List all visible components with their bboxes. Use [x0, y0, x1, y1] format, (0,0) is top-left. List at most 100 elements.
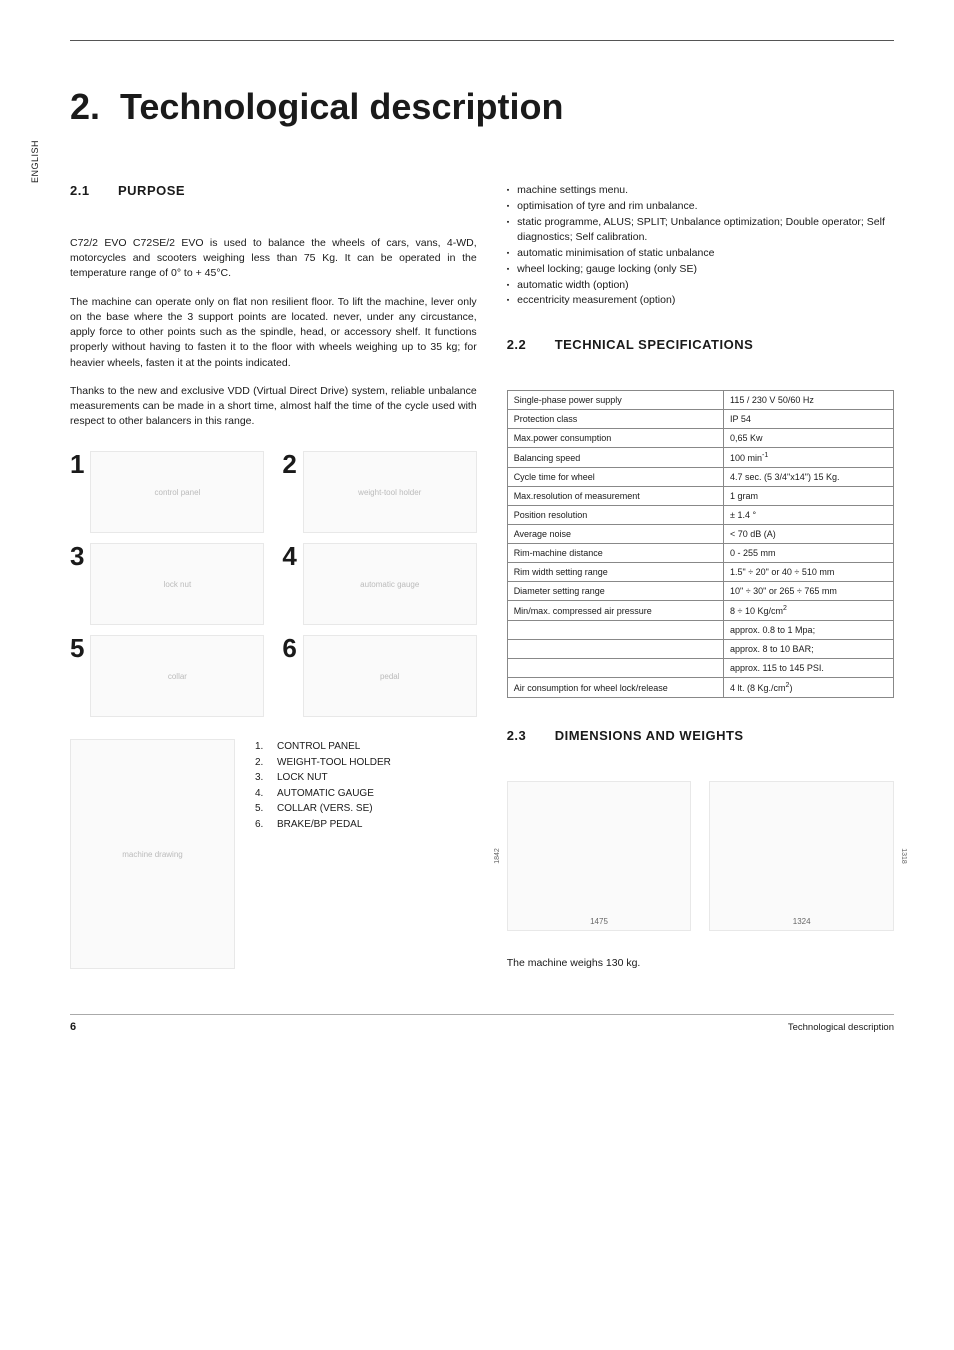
spec-key: Cycle time for wheel	[507, 468, 723, 487]
spec-key: Diameter setting range	[507, 582, 723, 601]
top-rule	[70, 40, 894, 41]
section-2-1-num: 2.1	[70, 183, 98, 198]
chapter-heading: 2. Technological description	[70, 86, 894, 128]
legend-1-n: 1.	[255, 739, 269, 755]
spec-val: 115 / 230 V 50/60 Hz	[724, 391, 894, 410]
spec-row: Average noise< 70 dB (A)	[507, 525, 893, 544]
bullet-6: automatic width (option)	[507, 278, 894, 294]
spec-row: Min/max. compressed air pressure8 ÷ 10 K…	[507, 601, 893, 621]
bullet-4: automatic minimisation of static unbalan…	[507, 246, 894, 262]
section-2-1-head: 2.1 PURPOSE	[70, 183, 477, 198]
legend-item-4: 4. AUTOMATIC GAUGE	[255, 786, 391, 802]
bullet-3-text: static programme, ALUS; SPLIT; Unbalance…	[517, 215, 894, 247]
spec-key: Single-phase power supply	[507, 391, 723, 410]
spec-row: Cycle time for wheel4.7 sec. (5 3/4"x14"…	[507, 468, 893, 487]
bullet-4-text: automatic minimisation of static unbalan…	[517, 246, 714, 262]
section-2-2-title: TECHNICAL SPECIFICATIONS	[555, 337, 754, 352]
spec-val: 4.7 sec. (5 3/4"x14") 15 Kg.	[724, 468, 894, 487]
chapter-number: 2.	[70, 86, 100, 127]
spec-key: Max.resolution of measurement	[507, 487, 723, 506]
dim-side-h: 1318	[900, 848, 907, 864]
machine-row: machine drawing 1. CONTROL PANEL 2.WEIGHT…	[70, 739, 477, 969]
section-2-3-title: DIMENSIONS AND WEIGHTS	[555, 728, 744, 743]
figure-4-num: 4	[282, 543, 296, 569]
language-tab: ENGLISH	[30, 140, 40, 183]
spec-row: Air consumption for wheel lock/release4 …	[507, 678, 893, 698]
spec-row: Protection classIP 54	[507, 410, 893, 429]
bullet-1-text: machine settings menu.	[517, 183, 628, 199]
footer-label: Technological description	[788, 1022, 894, 1033]
legend-5-t: COLLAR (VERS. SE)	[277, 801, 373, 817]
figure-1-num: 1	[70, 451, 84, 477]
section-2-2-head: 2.2 TECHNICAL SPECIFICATIONS	[507, 337, 894, 352]
bullet-6-text: automatic width (option)	[517, 278, 628, 294]
legend-2-t: WEIGHT-TOOL HOLDER	[277, 755, 391, 771]
spec-key: Rim width setting range	[507, 563, 723, 582]
legend-5-n: 5.	[255, 801, 269, 817]
figure-4: 4 automatic gauge	[282, 543, 476, 625]
spec-key: Balancing speed	[507, 448, 723, 468]
spec-row: Diameter setting range10" ÷ 30" or 265 ÷…	[507, 582, 893, 601]
feature-bullets: machine settings menu. optimisation of t…	[507, 183, 894, 309]
spec-key: Average noise	[507, 525, 723, 544]
bullet-5-text: wheel locking; gauge locking (only SE)	[517, 262, 697, 278]
bullet-5: wheel locking; gauge locking (only SE)	[507, 262, 894, 278]
spec-val: approx. 115 to 145 PSI.	[724, 659, 894, 678]
spec-val: 0,65 Kw	[724, 429, 894, 448]
spec-row: Balancing speed100 min-1	[507, 448, 893, 468]
dimensions-row: 1842 1475 1318 1324	[507, 781, 894, 931]
machine-illustration: machine drawing	[70, 739, 235, 969]
bullet-1: machine settings menu.	[507, 183, 894, 199]
spec-row: Rim-machine distance0 - 255 mm	[507, 544, 893, 563]
spec-val: approx. 0.8 to 1 Mpa;	[724, 621, 894, 640]
figure-3-img: lock nut	[90, 543, 264, 625]
spec-key: Air consumption for wheel lock/release	[507, 678, 723, 698]
legend-6-t: BRAKE/BP PEDAL	[277, 817, 362, 833]
figure-1: 1 control panel	[70, 451, 264, 533]
dim-side-view: 1318 1324	[709, 781, 894, 931]
spec-key: Position resolution	[507, 506, 723, 525]
bullet-7-text: eccentricity measurement (option)	[517, 293, 675, 309]
legend-4-n: 4.	[255, 786, 269, 802]
spec-val: 1.5" ÷ 20" or 40 ÷ 510 mm	[724, 563, 894, 582]
figure-6-img: pedal	[303, 635, 477, 717]
spec-val: approx. 8 to 10 BAR;	[724, 640, 894, 659]
legend-4-t: AUTOMATIC GAUGE	[277, 786, 374, 802]
legend-item-3: 3. LOCK NUT	[255, 770, 391, 786]
spec-row: approx. 115 to 145 PSI.	[507, 659, 893, 678]
figure-5-num: 5	[70, 635, 84, 661]
dim-front-h: 1842	[494, 848, 501, 864]
legend-3-n: 3.	[255, 770, 269, 786]
legend-6-n: 6.	[255, 817, 269, 833]
dim-front-w: 1475	[590, 917, 608, 926]
figure-3-num: 3	[70, 543, 84, 569]
purpose-p3: Thanks to the new and exclusive VDD (Vir…	[70, 384, 477, 430]
spec-key	[507, 621, 723, 640]
dim-front-view: 1842 1475	[507, 781, 692, 931]
spec-key: Protection class	[507, 410, 723, 429]
figure-5-img: collar	[90, 635, 264, 717]
figure-5: 5 collar	[70, 635, 264, 717]
page-footer: 6 Technological description	[70, 1014, 894, 1033]
spec-val: ± 1.4 °	[724, 506, 894, 525]
section-2-2-num: 2.2	[507, 337, 535, 352]
legend-1-t: CONTROL PANEL	[277, 739, 360, 755]
purpose-p1: C72/2 EVO C72SE/2 EVO is used to balance…	[70, 236, 477, 282]
spec-val: 0 - 255 mm	[724, 544, 894, 563]
spec-val: 4 lt. (8 Kg./cm2)	[724, 678, 894, 698]
spec-key: Rim-machine distance	[507, 544, 723, 563]
spec-key	[507, 659, 723, 678]
spec-table: Single-phase power supply115 / 230 V 50/…	[507, 390, 894, 698]
left-column: 2.1 PURPOSE C72/2 EVO C72SE/2 EVO is use…	[70, 183, 477, 984]
figure-1-img: control panel	[90, 451, 264, 533]
figure-2: 2 weight-tool holder	[282, 451, 476, 533]
legend-item-6: 6. BRAKE/BP PEDAL	[255, 817, 391, 833]
dim-side-w: 1324	[793, 917, 811, 926]
page-number: 6	[70, 1021, 76, 1033]
bullet-7: eccentricity measurement (option)	[507, 293, 894, 309]
legend-3-t: LOCK NUT	[277, 770, 328, 786]
spec-row: Rim width setting range1.5" ÷ 20" or 40 …	[507, 563, 893, 582]
spec-row: Position resolution± 1.4 °	[507, 506, 893, 525]
legend-item-2: 2.WEIGHT-TOOL HOLDER	[255, 755, 391, 771]
spec-row: Max.resolution of measurement1 gram	[507, 487, 893, 506]
